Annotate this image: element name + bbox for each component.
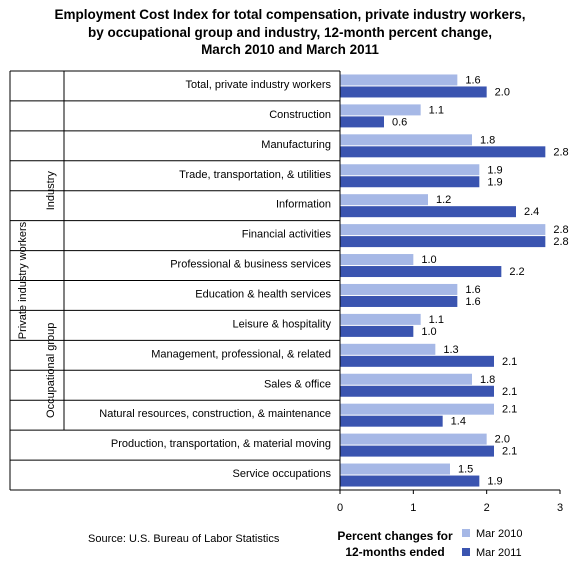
data-label: 2.4 xyxy=(524,206,539,218)
bar xyxy=(340,445,494,457)
legend-label: Mar 2011 xyxy=(476,547,522,559)
data-label: 1.2 xyxy=(436,194,451,206)
data-label: 2.8 xyxy=(553,146,568,158)
legend-swatch xyxy=(462,548,470,557)
x-tick-label: 0 xyxy=(337,502,343,514)
category-label: Education & health services xyxy=(195,289,331,301)
bar xyxy=(340,146,546,158)
legend-item-mar-2011: Mar 2011 xyxy=(462,547,522,559)
category-label: Manufacturing xyxy=(261,139,331,151)
data-label: 2.8 xyxy=(553,224,568,236)
data-label: 1.6 xyxy=(465,74,480,86)
data-label: 2.2 xyxy=(509,266,524,278)
chart-title: Employment Cost Index for total compensa… xyxy=(0,6,580,59)
data-label: 1.0 xyxy=(421,326,436,338)
data-label: 1.3 xyxy=(443,344,458,356)
data-label: 1.9 xyxy=(487,164,502,176)
category-label: Management, professional, & related xyxy=(151,348,331,360)
data-label: 2.1 xyxy=(502,386,517,398)
bar xyxy=(340,403,494,415)
chart-title-line: by occupational group and industry, 12-m… xyxy=(87,24,493,40)
bar xyxy=(340,254,414,266)
bar xyxy=(340,86,487,98)
category-label: Construction xyxy=(269,109,331,121)
legend-label: Mar 2010 xyxy=(476,528,523,540)
bar xyxy=(340,475,480,487)
bar xyxy=(340,433,487,445)
outer-group-label: Private industry workers xyxy=(17,221,29,339)
bar xyxy=(340,134,472,146)
data-label: 2.1 xyxy=(502,404,517,416)
bar xyxy=(340,313,421,325)
bar xyxy=(340,343,436,355)
source-note: Source: U.S. Bureau of Labor Statistics xyxy=(88,533,280,545)
category-label: Natural resources, construction, & maint… xyxy=(99,408,331,420)
category-label: Information xyxy=(276,199,331,211)
bar xyxy=(340,164,480,176)
category-label: Production, transportation, & material m… xyxy=(111,438,331,450)
legend-item-mar-2010: Mar 2010 xyxy=(462,528,522,540)
data-label: 1.4 xyxy=(451,416,466,428)
x-tick-label: 2 xyxy=(484,502,490,514)
legend-title-line: Percent changes for xyxy=(337,529,453,543)
category-label: Leisure & hospitality xyxy=(233,318,332,330)
category-label: Sales & office xyxy=(264,378,331,390)
data-label: 2.1 xyxy=(502,356,517,368)
data-label: 2.8 xyxy=(553,236,568,248)
category-label: Total, private industry workers xyxy=(186,79,332,91)
category-label: Trade, transportation, & utilities xyxy=(179,169,331,181)
legend-swatch xyxy=(462,529,470,538)
group-label: Occupational group xyxy=(45,323,57,418)
bar xyxy=(340,385,494,397)
data-label: 1.1 xyxy=(429,314,444,326)
bar xyxy=(340,224,546,236)
data-label: 2.1 xyxy=(502,446,517,458)
bar xyxy=(340,373,472,385)
bar xyxy=(340,325,414,337)
bar xyxy=(340,104,421,116)
bar xyxy=(340,176,480,188)
data-label: 0.6 xyxy=(392,116,407,128)
chart-title-line: March 2010 and March 2011 xyxy=(201,42,379,57)
bar xyxy=(340,116,384,128)
group-label: Industry xyxy=(45,171,57,211)
category-label: Financial activities xyxy=(242,229,332,241)
x-tick-label: 3 xyxy=(557,502,563,514)
bar xyxy=(340,283,458,295)
bar xyxy=(340,266,502,278)
bar xyxy=(340,463,450,475)
data-label: 1.6 xyxy=(465,284,480,296)
data-label: 2.0 xyxy=(495,86,510,98)
bar xyxy=(340,236,546,248)
bar xyxy=(340,206,516,218)
data-label: 1.0 xyxy=(421,254,436,266)
legend-title-line: 12-months ended xyxy=(345,545,445,559)
bar xyxy=(340,355,494,367)
chart-title-line: Employment Cost Index for total compensa… xyxy=(54,7,526,22)
bar xyxy=(340,295,458,307)
data-label: 1.5 xyxy=(458,464,473,476)
data-label: 1.1 xyxy=(429,104,444,116)
data-label: 1.9 xyxy=(487,476,502,488)
category-label: Service occupations xyxy=(233,468,332,480)
data-label: 2.0 xyxy=(495,434,510,446)
category-label: Professional & business services xyxy=(170,259,331,271)
data-label: 1.8 xyxy=(480,134,495,146)
data-label: 1.8 xyxy=(480,374,495,386)
data-label: 1.9 xyxy=(487,176,502,188)
bar xyxy=(340,415,443,427)
legend-title: Percent changes for 12-months ended xyxy=(330,528,460,560)
bar xyxy=(340,74,458,86)
data-label: 1.6 xyxy=(465,296,480,308)
x-tick-label: 1 xyxy=(410,502,416,514)
bar xyxy=(340,194,428,206)
